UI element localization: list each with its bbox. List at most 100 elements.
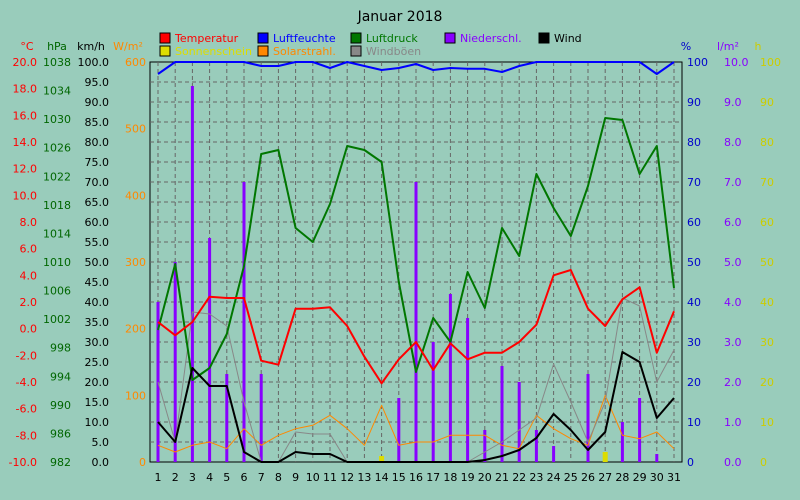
legend-label: Luftfeuchte: [273, 32, 336, 45]
precip-bar: [655, 454, 659, 462]
legend-swatch: [159, 45, 171, 57]
precip-tick-label: 1.0: [724, 416, 742, 429]
humidity-tick-label: 100: [687, 56, 708, 69]
temp-tick-label: -2.0: [16, 349, 37, 362]
legend-label: Temperatur: [174, 32, 239, 45]
precip-tick-label: 6.0: [724, 216, 742, 229]
chart-title: Januar 2018: [357, 9, 443, 25]
solar-tick-label: 300: [125, 256, 146, 269]
legend-swatch: [257, 45, 269, 57]
right-axes: 100908070605040302010010.09.08.07.06.05.…: [687, 56, 781, 469]
legend-label: Wind: [554, 32, 582, 45]
precip-bar: [259, 374, 263, 462]
pressure-tick-label: 994: [50, 370, 71, 383]
precip-tick-label: 3.0: [724, 336, 742, 349]
wind-tick-label: 0.0: [92, 456, 110, 469]
wind-tick-label: 45.0: [85, 276, 110, 289]
wind-tick-label: 35.0: [85, 316, 110, 329]
legend: Temperatur Luftfeuchte Luftdruck Niederschl…: [159, 32, 582, 58]
x-tick-label: 4: [206, 471, 213, 484]
sunshine-tick-label: 100: [760, 56, 781, 69]
legend-swatch: [350, 45, 362, 57]
solar-tick-label: 100: [125, 389, 146, 402]
humidity-tick-label: 10: [687, 416, 701, 429]
plot-area: [149, 61, 683, 463]
temp-tick-label: 8.0: [20, 216, 38, 229]
pressure-line: [157, 117, 675, 381]
x-tick-label: 30: [650, 471, 664, 484]
humidity-tick-label: 50: [687, 256, 701, 269]
pressure-tick-label: 1006: [43, 285, 71, 298]
pressure-tick-label: 1018: [43, 199, 71, 212]
x-tick-label: 15: [392, 471, 406, 484]
wind-tick-label: 75.0: [85, 156, 110, 169]
pressure-axis-label: hPa: [47, 40, 67, 53]
precip-bar: [448, 294, 452, 462]
wind-tick-label: 55.0: [85, 236, 110, 249]
legend-label: Luftdruck: [366, 32, 418, 45]
wind-tick-label: 60.0: [85, 216, 110, 229]
x-tick-label: 21: [495, 471, 509, 484]
wind-tick-label: 85.0: [85, 116, 110, 129]
solar-tick-label: 600: [125, 56, 146, 69]
wind-tick-label: 50.0: [85, 256, 110, 269]
precip-axis-label: l/m²: [717, 40, 739, 53]
temperature-line: [157, 269, 675, 385]
sunshine-tick-label: 20: [760, 376, 774, 389]
precip-tick-label: 2.0: [724, 376, 742, 389]
pressure-tick-label: 1026: [43, 142, 71, 155]
left-axes: 20.0 18.0 16.0 14.0 12.0 10.0 8.0 6.0 4.0 2.0 0.0 -…: [9, 56, 146, 469]
wind-tick-label: 30.0: [85, 336, 110, 349]
precip-bar: [190, 86, 194, 462]
legend-swatch: [257, 32, 269, 44]
pressure-tick-label: 982: [50, 456, 71, 469]
x-tick-label: 1: [155, 471, 162, 484]
pressure-tick-label: 1010: [43, 256, 71, 269]
solar-tick-label: 500: [125, 123, 146, 136]
precip-bar: [638, 398, 642, 462]
precip-bar: [466, 318, 470, 462]
x-tick-label: 13: [357, 471, 371, 484]
sunshine-tick-label: 50: [760, 256, 774, 269]
wind-tick-label: 20.0: [85, 376, 110, 389]
x-tick-label: 25: [564, 471, 578, 484]
temp-tick-label: 6.0: [20, 243, 38, 256]
x-tick-label: 11: [323, 471, 337, 484]
pressure-tick-label: 1030: [43, 113, 71, 126]
x-tick-label: 10: [306, 471, 320, 484]
pressure-tick-label: 1014: [43, 227, 71, 240]
wind-tick-label: 15.0: [85, 396, 110, 409]
sunshine-mark: [379, 456, 385, 462]
x-tick-label: 14: [375, 471, 389, 484]
precip-bar: [620, 422, 624, 462]
x-tick-label: 12: [340, 471, 354, 484]
sunshine-tick-label: 80: [760, 136, 774, 149]
humidity-tick-label: 70: [687, 176, 701, 189]
x-tick-label: 18: [443, 471, 457, 484]
pressure-tick-label: 986: [50, 427, 71, 440]
precip-bar: [397, 398, 401, 462]
temp-tick-label: 0.0: [20, 323, 38, 336]
sunshine-tick-label: 60: [760, 216, 774, 229]
temp-tick-label: 20.0: [13, 56, 38, 69]
precip-bar: [517, 382, 521, 462]
precip-bar: [534, 430, 538, 462]
precip-bar: [225, 374, 229, 462]
wind-axis-label: km/h: [77, 40, 105, 53]
solar-axis-label: W/m²: [113, 40, 143, 53]
sunshine-axis-label: h: [755, 40, 762, 53]
x-tick-label: 6: [241, 471, 248, 484]
precip-tick-label: 0.0: [724, 456, 742, 469]
legend-label: Niederschl.: [460, 32, 522, 45]
x-tick-label: 19: [461, 471, 475, 484]
x-tick-label: 28: [615, 471, 629, 484]
precip-bar: [431, 342, 435, 462]
wind-tick-label: 40.0: [85, 296, 110, 309]
sunshine-tick-label: 0: [760, 456, 767, 469]
x-tick-label: 9: [292, 471, 299, 484]
x-tick-label: 23: [529, 471, 543, 484]
precip-bar: [500, 366, 504, 462]
wind-tick-label: 100.0: [78, 56, 110, 69]
humidity-tick-label: 80: [687, 136, 701, 149]
